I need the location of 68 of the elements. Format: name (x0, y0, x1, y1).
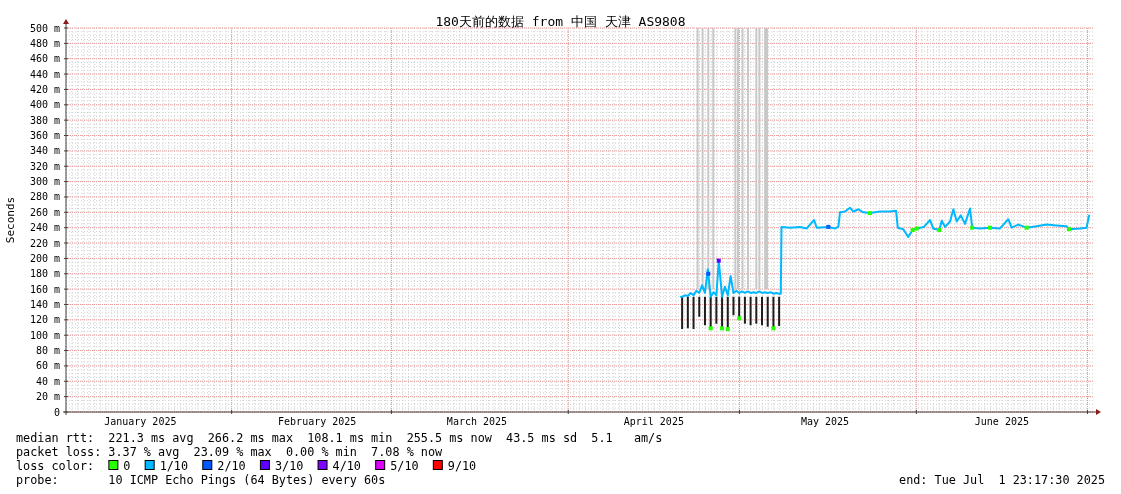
point (937, 227, 942, 232)
y-tick-label: 500 m (29, 22, 60, 34)
legend-title: loss color: (16, 459, 95, 473)
y-tick-label: 320 m (29, 160, 60, 172)
point (708, 326, 713, 331)
legend-label: 2/10 (217, 459, 246, 473)
point (725, 327, 730, 332)
y-tick-label: 300 m (29, 176, 60, 188)
y-tick-label: 380 m (29, 114, 60, 126)
legend-item: 2/10 (202, 459, 246, 473)
chart-title: 180天前的数据 from 中国 天津 AS9808 (435, 14, 686, 29)
text: median rtt: 221.3 ms avg 266.2 ms max 108.1 ms min 255.5 ms now 43.5 ms sd 5.1 am/s (16, 431, 663, 445)
legend-item: 4/10 (317, 459, 361, 473)
y-tick-label: 20 m (35, 391, 60, 403)
point (720, 326, 725, 331)
y-tick-label: 100 m (29, 329, 60, 341)
legend-item: 9/10 (432, 459, 477, 473)
y-tick-label: 180 m (29, 268, 60, 280)
legend-item: 3/10 (259, 459, 304, 473)
legend-label: 4/10 (332, 459, 361, 473)
y-tick-label: 480 m (29, 37, 60, 49)
point (910, 227, 915, 232)
point (1024, 225, 1029, 230)
y-tick-label: 400 m (29, 99, 60, 111)
y-tick-label: 40 m (35, 375, 60, 387)
x-tick-label: March 2025 (446, 416, 508, 427)
y-tick-label: 60 m (35, 360, 60, 372)
legend-item: 0 (108, 459, 131, 473)
text: packet loss: 3.37 % avg 23.09 % max 0.00 % min 7.08 % now (16, 445, 444, 459)
point (867, 211, 872, 216)
y-tick-label: 120 m (29, 314, 60, 326)
legend-item: 1/10 (144, 459, 189, 473)
legend-label: 3/10 (274, 459, 304, 473)
point (737, 316, 742, 321)
x-tick-label: May 2025 (800, 416, 850, 427)
x-tick-label: June 2025 (974, 416, 1029, 427)
legend-label: 1/10 (159, 459, 189, 473)
y-tick-label: 220 m (29, 237, 60, 249)
y-tick-label: 80 m (35, 345, 60, 357)
y-tick-label: 160 m (29, 283, 60, 295)
x-tick-label: February 2025 (278, 416, 357, 427)
legend-item: 5/10 (375, 459, 419, 473)
y-tick-label: 240 m (29, 222, 60, 234)
y-tick-label: 340 m (29, 145, 60, 157)
point (826, 224, 831, 229)
legend-label: 0 (123, 459, 131, 473)
y-tick-label: 140 m (29, 298, 60, 310)
legend-label: 9/10 (447, 459, 477, 473)
x-tick-label: April 2025 (623, 416, 684, 427)
point (1066, 227, 1071, 232)
x-tick-label: January 2025 (104, 416, 177, 427)
point (771, 326, 776, 331)
point (706, 271, 711, 276)
point (970, 225, 975, 230)
y-tick-label: 0 (53, 406, 60, 418)
y-tick-label: 420 m (29, 83, 60, 95)
y-tick-label: 260 m (29, 206, 60, 218)
y-tick-label: 360 m (29, 130, 60, 142)
text: end: Tue Jul 1 23:17:30 2025 (899, 473, 1105, 487)
text: probe: 10 ICMP Echo Pings (64 Bytes) every 60s (16, 473, 386, 487)
y-tick-label: 440 m (29, 68, 60, 80)
y-tick-label: 460 m (29, 53, 60, 65)
point (914, 226, 919, 231)
y-tick-label: 280 m (29, 191, 60, 203)
y-axis-title: Seconds (4, 196, 17, 244)
y-tick-label: 200 m (29, 252, 60, 264)
legend-label: 5/10 (390, 459, 419, 473)
point (988, 225, 992, 230)
